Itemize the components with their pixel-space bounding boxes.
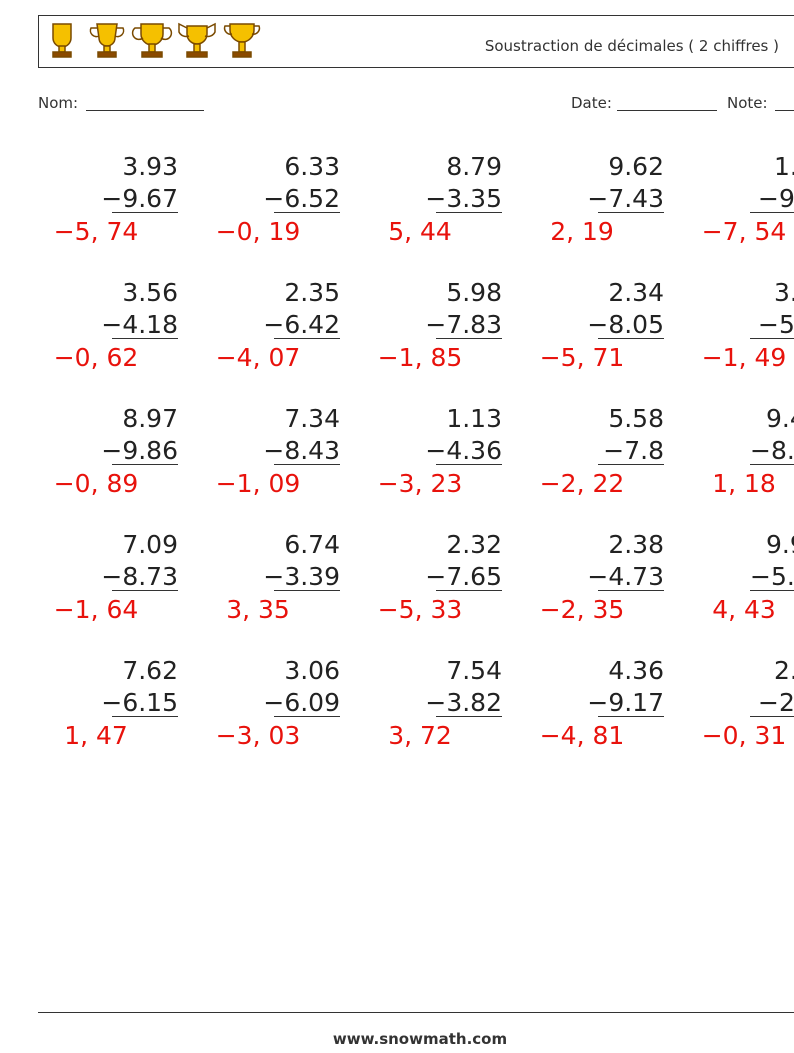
minuend: 2.34	[608, 278, 664, 307]
answer: −0, 89	[54, 469, 139, 498]
subtrahend: −9.67	[101, 184, 178, 213]
trophy-icons	[52, 22, 261, 58]
minuend: 9.9	[766, 530, 794, 559]
date-label: Date:	[571, 94, 612, 112]
answer: −2, 35	[540, 595, 625, 624]
answer: −0, 19	[216, 217, 301, 246]
answer: 4, 43	[712, 595, 776, 624]
subtrahend: −8.73	[101, 562, 178, 591]
subtrahend: −8.3	[750, 436, 794, 465]
subtrahend: −9.17	[587, 688, 664, 717]
minuend: 6.33	[284, 152, 340, 181]
minuend: 9.4	[766, 404, 794, 433]
minuend: 3.06	[284, 656, 340, 685]
subtrahend: −9.86	[101, 436, 178, 465]
minuend: 9.62	[608, 152, 664, 181]
subtrahend: −5.	[758, 310, 794, 339]
answer: −5, 33	[378, 595, 463, 624]
answer: −2, 22	[540, 469, 625, 498]
minuend: 8.97	[122, 404, 178, 433]
subtrahend: −4.73	[587, 562, 664, 591]
subtrahend: −7.43	[587, 184, 664, 213]
minuend: 5.98	[446, 278, 502, 307]
minuend: 7.34	[284, 404, 340, 433]
subtrahend: −6.09	[263, 688, 340, 717]
subtrahend: −3.35	[425, 184, 502, 213]
minuend: 2.35	[284, 278, 340, 307]
answer: −1, 64	[54, 595, 139, 624]
answer: 1, 18	[712, 469, 776, 498]
minuend: 3.93	[122, 152, 178, 181]
answer: −4, 81	[540, 721, 625, 750]
minuend: 3.	[774, 278, 794, 307]
minuend: 2.38	[608, 530, 664, 559]
subtrahend: −7.8	[603, 436, 664, 465]
minuend: 2.	[774, 656, 794, 685]
answer: −0, 62	[54, 343, 139, 372]
answer: 1, 47	[64, 721, 128, 750]
subtrahend: −6.15	[101, 688, 178, 717]
answer: −1, 49	[702, 343, 787, 372]
minuend: 3.56	[122, 278, 178, 307]
answer: −1, 85	[378, 343, 463, 372]
minuend: 7.54	[446, 656, 502, 685]
minuend: 1.	[774, 152, 794, 181]
name-label: Nom:	[38, 94, 78, 112]
subtrahend: −4.36	[425, 436, 502, 465]
subtrahend: −2.	[758, 688, 794, 717]
note-label: Note:	[727, 94, 768, 112]
minuend: 4.36	[608, 656, 664, 685]
subtrahend: −6.52	[263, 184, 340, 213]
answer: −5, 71	[540, 343, 625, 372]
minuend: 6.74	[284, 530, 340, 559]
subtrahend: −7.65	[425, 562, 502, 591]
answer: −3, 03	[216, 721, 301, 750]
header-box	[38, 15, 794, 68]
answer: 3, 72	[388, 721, 452, 750]
answer: −4, 07	[216, 343, 301, 372]
minuend: 1.13	[446, 404, 502, 433]
answer: 2, 19	[550, 217, 614, 246]
answer: −0, 31	[702, 721, 787, 750]
answer: −7, 54	[702, 217, 787, 246]
worksheet-title: Soustraction de décimales ( 2 chiffres )	[485, 37, 779, 55]
answer: −1, 09	[216, 469, 301, 498]
minuend: 8.79	[446, 152, 502, 181]
footer-url: www.snowmath.com	[333, 1030, 507, 1048]
subtrahend: −8.05	[587, 310, 664, 339]
minuend: 7.62	[122, 656, 178, 685]
answer: −3, 23	[378, 469, 463, 498]
subtrahend: −3.39	[263, 562, 340, 591]
subtrahend: −8.43	[263, 436, 340, 465]
subtrahend: −7.83	[425, 310, 502, 339]
subtrahend: −3.82	[425, 688, 502, 717]
minuend: 2.32	[446, 530, 502, 559]
subtrahend: −9.	[758, 184, 794, 213]
minuend: 5.58	[608, 404, 664, 433]
minuend: 7.09	[122, 530, 178, 559]
answer: 5, 44	[388, 217, 452, 246]
answer: 3, 35	[226, 595, 290, 624]
subtrahend: −4.18	[101, 310, 178, 339]
subtrahend: −5.5	[750, 562, 794, 591]
answer: −5, 74	[54, 217, 139, 246]
subtrahend: −6.42	[263, 310, 340, 339]
